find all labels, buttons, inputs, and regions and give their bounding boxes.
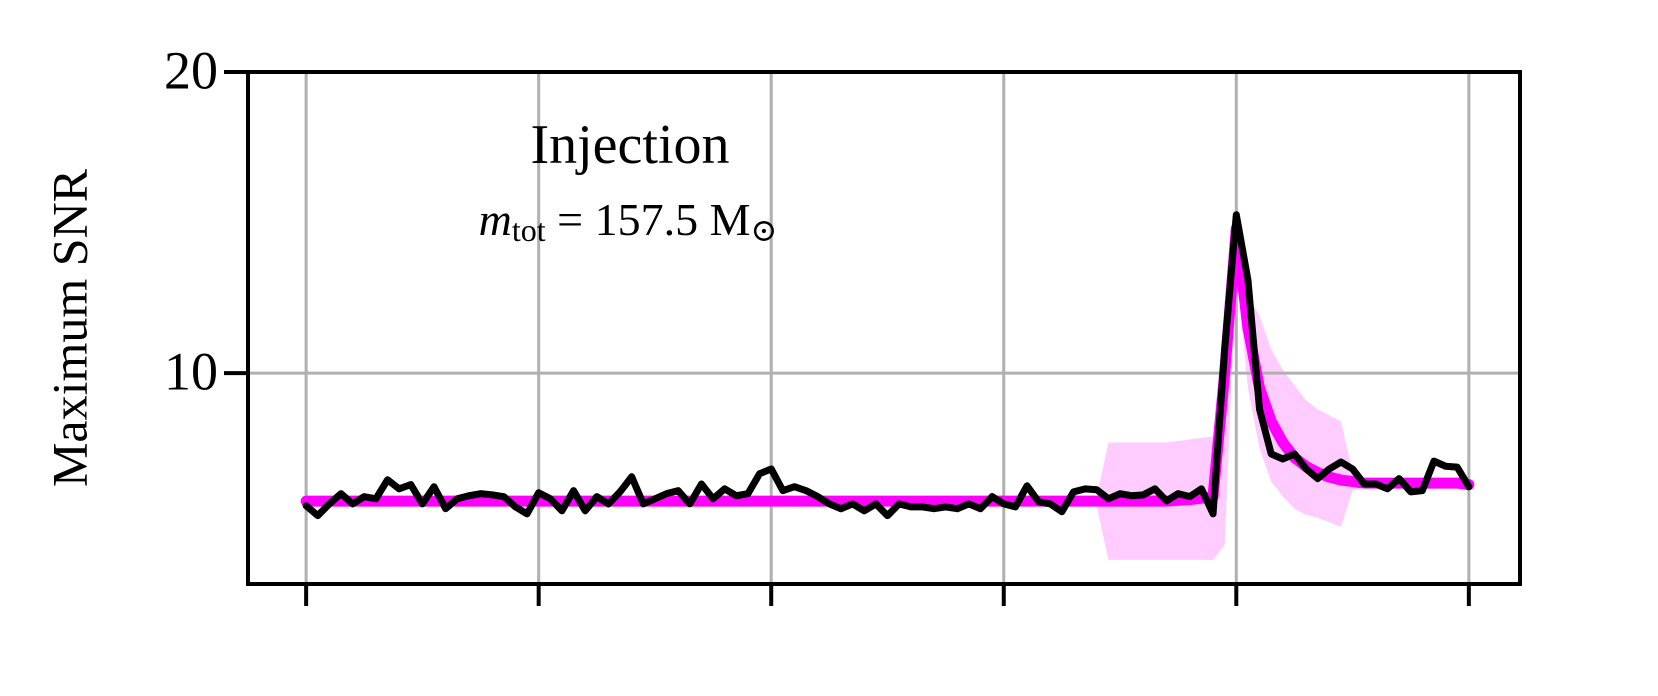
plot-frame (246, 70, 1522, 586)
y-tick-label: 10 (164, 342, 218, 402)
series-line (300, 223, 1475, 507)
mass-subscript: tot (512, 212, 546, 248)
band-layer (306, 195, 1469, 560)
y-tick-label: 20 (164, 40, 218, 100)
annotation: Injection (530, 114, 729, 176)
lines-layer (300, 211, 1475, 520)
unit-subscript: ⊙ (751, 212, 778, 248)
series-line (302, 211, 1473, 520)
band (306, 195, 1469, 560)
mass-text: = 157.5 M (546, 194, 751, 245)
mass-symbol: m (479, 194, 512, 245)
y-axis-label: Maximum SNR (41, 168, 97, 487)
mass-label: mtot = 157.5 M⊙ (479, 194, 778, 249)
